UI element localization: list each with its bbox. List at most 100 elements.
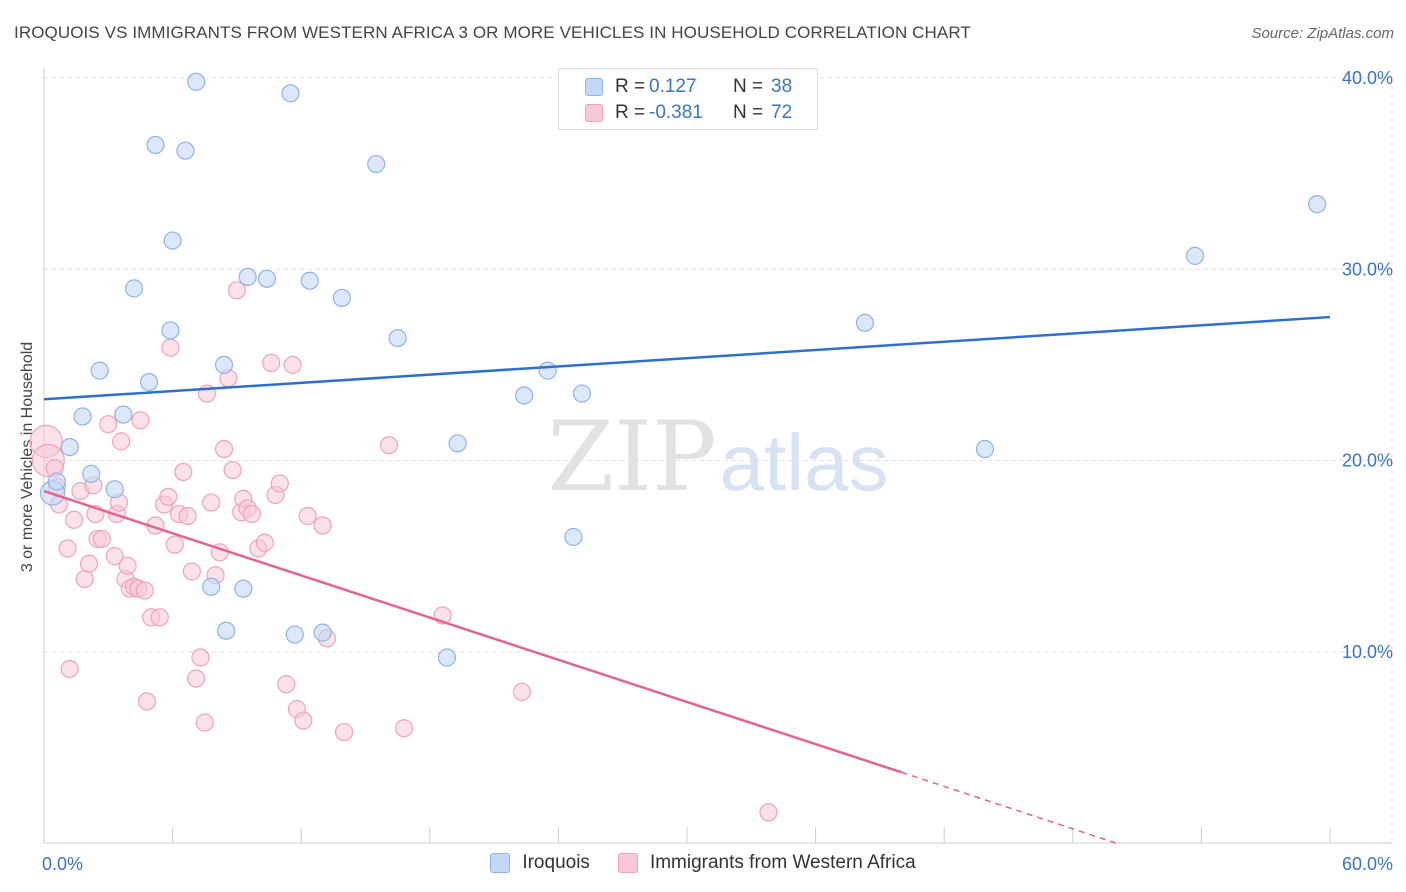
immigrants-point — [334, 722, 354, 742]
source-credit: Source: ZipAtlas.com — [1251, 25, 1394, 42]
iroquois-point — [114, 405, 133, 424]
iroquois-point — [214, 355, 234, 374]
iroquois-point — [124, 279, 144, 298]
immigrants-point — [60, 659, 79, 679]
y-tick-label: 10.0% — [1342, 642, 1393, 662]
iroquois-point — [47, 472, 66, 491]
immigrants-point — [118, 556, 137, 575]
legend-n-value: 72 — [771, 102, 793, 123]
immigrants-point — [187, 669, 206, 688]
iroquois-point — [437, 648, 457, 667]
immigrants-point — [394, 719, 414, 738]
immigrants-point — [75, 569, 94, 589]
iroquois-point — [515, 386, 534, 405]
immigrants-point — [227, 281, 246, 300]
immigrants-point — [64, 510, 84, 529]
legend-swatch-immigrants — [585, 104, 603, 122]
tick-labels: 10.0% 20.0% 30.0% 40.0% 0.0% 60.0% — [42, 68, 1393, 874]
legend-n-value: 38 — [771, 76, 793, 97]
iroquois-point — [281, 84, 300, 103]
immigrants-point — [159, 487, 178, 506]
iroquois-point — [975, 439, 995, 459]
iroquois-trend-line — [43, 315, 1331, 401]
immigrants-point — [131, 411, 150, 430]
iroquois-point — [90, 361, 109, 380]
immigrants-point — [150, 608, 169, 627]
iroquois-point — [234, 579, 253, 598]
iroquois-point — [202, 577, 221, 596]
immigrants-point — [283, 355, 302, 374]
iroquois-point — [238, 267, 257, 286]
legend-row-iroquois: R = 0.127 N = 38 — [585, 75, 792, 99]
iroquois-point — [82, 464, 101, 483]
x-tick-label-min: 0.0% — [42, 854, 83, 874]
immigrants-point — [195, 713, 214, 732]
immigrants-point — [174, 462, 193, 482]
iroquois-point — [448, 434, 467, 453]
immigrants-point — [277, 675, 296, 694]
immigrants-point — [759, 803, 778, 822]
iroquois-point — [332, 288, 352, 308]
iroquois-point — [73, 407, 92, 426]
iroquois-point — [217, 621, 236, 640]
iroquois-point — [163, 231, 182, 250]
immigrants-point — [58, 539, 77, 558]
iroquois-point — [313, 623, 332, 642]
series-swatch-immigrants — [617, 853, 638, 873]
immigrants-point — [191, 648, 210, 667]
y-tick-label: 30.0% — [1342, 259, 1393, 279]
immigrants-point — [79, 554, 99, 573]
x-tick-label-max: 60.0% — [1342, 854, 1393, 874]
y-tick-label: 40.0% — [1342, 68, 1393, 88]
immigrants-point — [262, 353, 281, 373]
iroquois-point — [300, 271, 319, 290]
iroquois-point — [572, 384, 592, 403]
watermark-atlas: atlas — [720, 418, 889, 507]
immigrants-point — [512, 682, 532, 702]
axes — [43, 68, 1392, 844]
immigrants-point — [294, 711, 313, 730]
immigrants-point — [298, 506, 317, 526]
immigrants-point — [112, 432, 131, 451]
iroquois-point — [855, 313, 874, 332]
legend: R = 0.127 N = 38 R = -0.381 N = 72 — [558, 68, 818, 130]
iroquois-point — [161, 321, 180, 340]
immigrants-trend-extension — [901, 771, 1116, 844]
immigrants-point — [379, 436, 399, 455]
immigrants-point — [92, 529, 111, 549]
immigrants-point — [178, 506, 197, 526]
immigrants-point — [255, 533, 274, 552]
immigrants-point — [202, 493, 221, 512]
trend-lines — [43, 315, 1331, 844]
legend-r-value: -0.381 — [649, 102, 703, 123]
immigrants-point — [135, 581, 154, 600]
immigrants-points — [29, 281, 778, 822]
watermark-zip: ZIP — [547, 401, 716, 513]
immigrants-point — [182, 562, 201, 581]
immigrants-point — [105, 547, 124, 566]
iroquois-point — [60, 438, 79, 457]
series-legend-immigrants: Immigrants from Western Africa — [617, 852, 916, 874]
immigrants-point — [214, 439, 234, 459]
immigrants-point — [313, 516, 332, 535]
iroquois-point — [257, 269, 277, 288]
iroquois-point — [564, 527, 583, 547]
iroquois-point — [146, 135, 165, 155]
iroquois-point — [367, 154, 386, 174]
series-swatch-iroquois — [490, 853, 511, 873]
iroquois-point — [538, 361, 557, 380]
immigrants-point — [165, 535, 184, 554]
series-label-iroquois: Iroquois — [522, 852, 590, 873]
immigrants-point — [161, 338, 180, 357]
immigrants-point — [99, 415, 118, 434]
chart-title: IROQUOIS VS IMMIGRANTS FROM WESTERN AFRI… — [14, 23, 971, 42]
series-legend-iroquois: Iroquois — [490, 852, 590, 874]
immigrants-point — [270, 474, 289, 493]
series-label-immigrants: Immigrants from Western Africa — [649, 852, 916, 873]
iroquois-points — [39, 72, 1327, 667]
immigrants-point — [137, 692, 156, 711]
legend-row-immigrants: R = -0.381 N = 72 — [585, 101, 792, 125]
legend-n-label: N = — [733, 76, 764, 97]
iroquois-point — [187, 72, 206, 91]
